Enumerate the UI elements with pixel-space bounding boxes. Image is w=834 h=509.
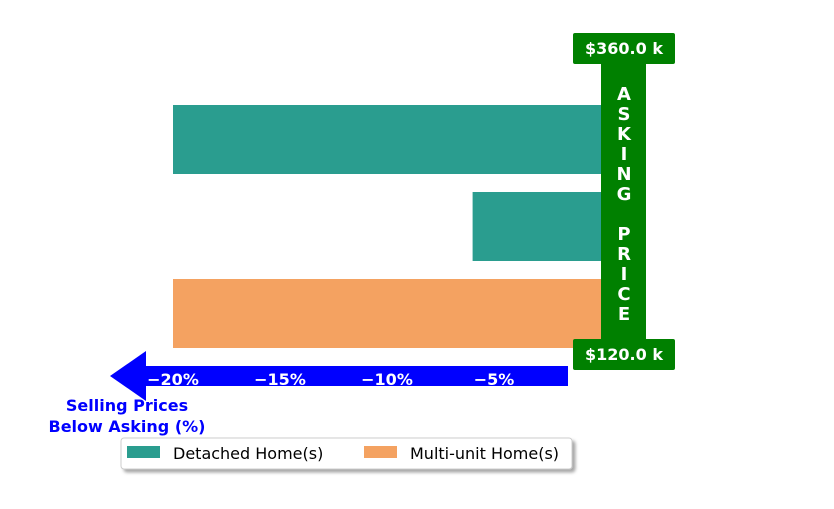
x-tick-labels: −20% −15% −10% −5% <box>147 370 514 389</box>
asking-price-letter: R <box>617 244 631 265</box>
x-axis-label-line-1: Selling Prices <box>66 396 188 415</box>
legend-swatch-multi-unit <box>364 446 397 458</box>
bars-group <box>173 105 601 348</box>
legend: Detached Home(s) Multi-unit Home(s) <box>120 437 573 470</box>
asking-price-letter: I <box>621 264 628 285</box>
asking-price-letter: E <box>618 304 630 325</box>
x-tick-label: −20% <box>147 370 199 389</box>
bar-2 <box>472 192 601 261</box>
x-tick-label: −10% <box>361 370 413 389</box>
x-axis-arrow <box>110 351 568 401</box>
price-top-badge-box <box>573 33 675 64</box>
asking-price-bar <box>601 60 646 345</box>
legend-frame <box>120 437 573 470</box>
price-top-badge: $360.0 k <box>573 33 675 64</box>
asking-price-letter: I <box>621 144 628 165</box>
price-bottom-badge-box <box>573 339 675 370</box>
bar-3 <box>173 279 601 348</box>
asking-price-letter: G <box>617 184 632 205</box>
x-tick-label: −5% <box>474 370 515 389</box>
x-axis-label-line-2: Below Asking (%) <box>49 417 206 436</box>
legend-swatch-detached <box>127 446 160 458</box>
price-bottom-label: $120.0 k <box>585 345 663 364</box>
legend-label-multi-unit: Multi-unit Home(s) <box>410 444 559 463</box>
x-tick-label: −15% <box>254 370 306 389</box>
asking-price-letter: C <box>617 284 630 305</box>
asking-price-letter: S <box>618 104 631 125</box>
legend-label-detached: Detached Home(s) <box>173 444 323 463</box>
asking-price-letter: N <box>616 164 631 185</box>
asking-price-letter: A <box>617 84 631 105</box>
bar-1 <box>173 105 601 174</box>
price-bottom-badge: $120.0 k <box>573 339 675 370</box>
asking-price-letter: K <box>617 124 632 145</box>
asking-price-letter: P <box>617 224 630 245</box>
price-top-label: $360.0 k <box>585 39 663 58</box>
